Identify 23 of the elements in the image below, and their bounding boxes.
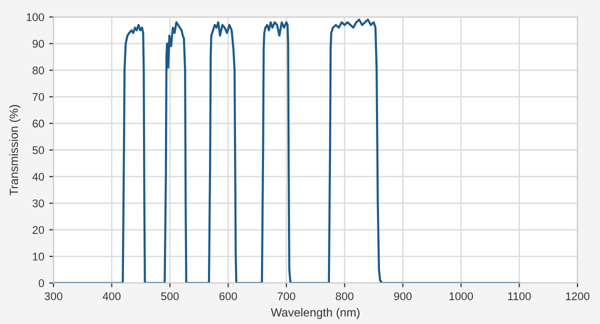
x-tick-label: 400 xyxy=(102,292,121,300)
y-tick-label: 30 xyxy=(32,199,44,208)
y-tick-label: 40 xyxy=(32,172,44,181)
y-tick-label: 100 xyxy=(26,13,44,22)
y-tick-label: 10 xyxy=(32,252,44,261)
y-tick-label: 70 xyxy=(32,93,44,101)
y-tick-label: 60 xyxy=(32,120,44,128)
y-tick-label: 0 xyxy=(38,279,44,288)
x-tick-label: 1200 xyxy=(566,292,590,300)
y-axis-title: Transmission (%) xyxy=(9,105,20,196)
x-axis-title: Wavelength (nm) xyxy=(270,308,360,319)
x-tick-label: 300 xyxy=(44,292,62,300)
x-tick-label: 800 xyxy=(336,292,354,300)
y-tick-label: 50 xyxy=(32,146,44,154)
x-tick-label: 700 xyxy=(278,292,296,300)
y-tick-label: 90 xyxy=(32,40,44,48)
y-tick-label: 20 xyxy=(32,226,44,234)
x-tick-label: 600 xyxy=(219,292,237,300)
x-tick-label: 500 xyxy=(161,292,179,300)
y-tick-label: 80 xyxy=(32,66,44,74)
x-tick-label: 900 xyxy=(394,292,412,300)
x-tick-label: 1100 xyxy=(508,292,531,300)
x-tick-label: 1000 xyxy=(450,292,473,300)
